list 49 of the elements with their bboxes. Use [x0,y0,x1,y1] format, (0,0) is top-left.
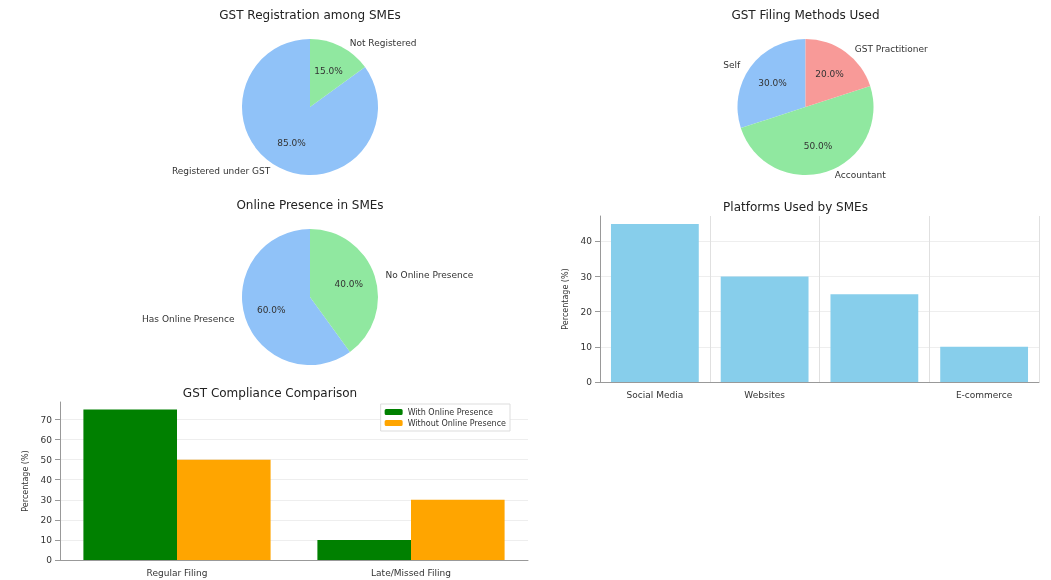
y-tick-label: 20 [580,306,593,317]
y-tick-label: 20 [40,514,53,525]
x-tick-label: Websites [744,389,786,400]
bar [940,346,1029,382]
y-tick-label: 40 [580,236,593,247]
chart-title: GST Registration among SMEs [219,8,401,22]
y-tick-label: 10 [580,341,593,352]
slice-label: Has Online Presence [142,314,235,325]
chart-title: GST Filing Methods Used [731,8,880,22]
x-tick-label: Regular Filing [146,567,208,578]
chart-title: GST Compliance Comparison [182,386,358,400]
y-tick-label: 0 [586,377,593,387]
y-tick-label: 60 [40,434,53,445]
y-tick-label: 50 [40,454,53,465]
y-tick-label: 30 [580,271,593,282]
chart-title: Online Presence in SMEs [236,198,384,212]
slice-label: Accountant [834,170,887,181]
slice-label: Not Registered [349,37,417,48]
slice-label: Registered under GST [171,166,271,177]
y-tick-label: 70 [40,414,53,425]
data-label: 85.0% [277,138,307,149]
legend-label: With Online Presence [407,407,493,417]
bar [83,409,177,560]
y-axis-title: Percentage (%) [561,268,571,330]
y-tick-label: 0 [46,555,53,565]
y-axis-title: Percentage (%) [21,450,31,512]
bar [317,539,411,560]
bar [610,223,699,382]
x-tick-label: Late/Missed Filing [371,567,451,578]
bar [720,276,809,382]
x-tick-label: Social Media [626,389,684,400]
slice-label: No Online Presence [385,269,474,280]
bar [830,294,919,382]
data-label: 50.0% [803,140,833,151]
y-tick-label: 10 [40,534,53,545]
data-label: 30.0% [758,78,788,89]
legend-label: Without Online Presence [407,418,507,428]
data-label: 20.0% [815,68,845,79]
data-label: 60.0% [256,304,286,315]
x-tick-label: E-commerce [955,389,1013,400]
data-label: 15.0% [314,65,344,76]
chart-title: Platforms Used by SMEs [723,200,868,214]
y-tick-label: 30 [40,494,53,505]
data-label: 40.0% [334,279,364,290]
bar [177,459,271,560]
bar [411,499,505,560]
slice-label: GST Practitioner [854,43,929,54]
y-tick-label: 40 [40,474,53,485]
slice-label: Self [723,59,742,70]
